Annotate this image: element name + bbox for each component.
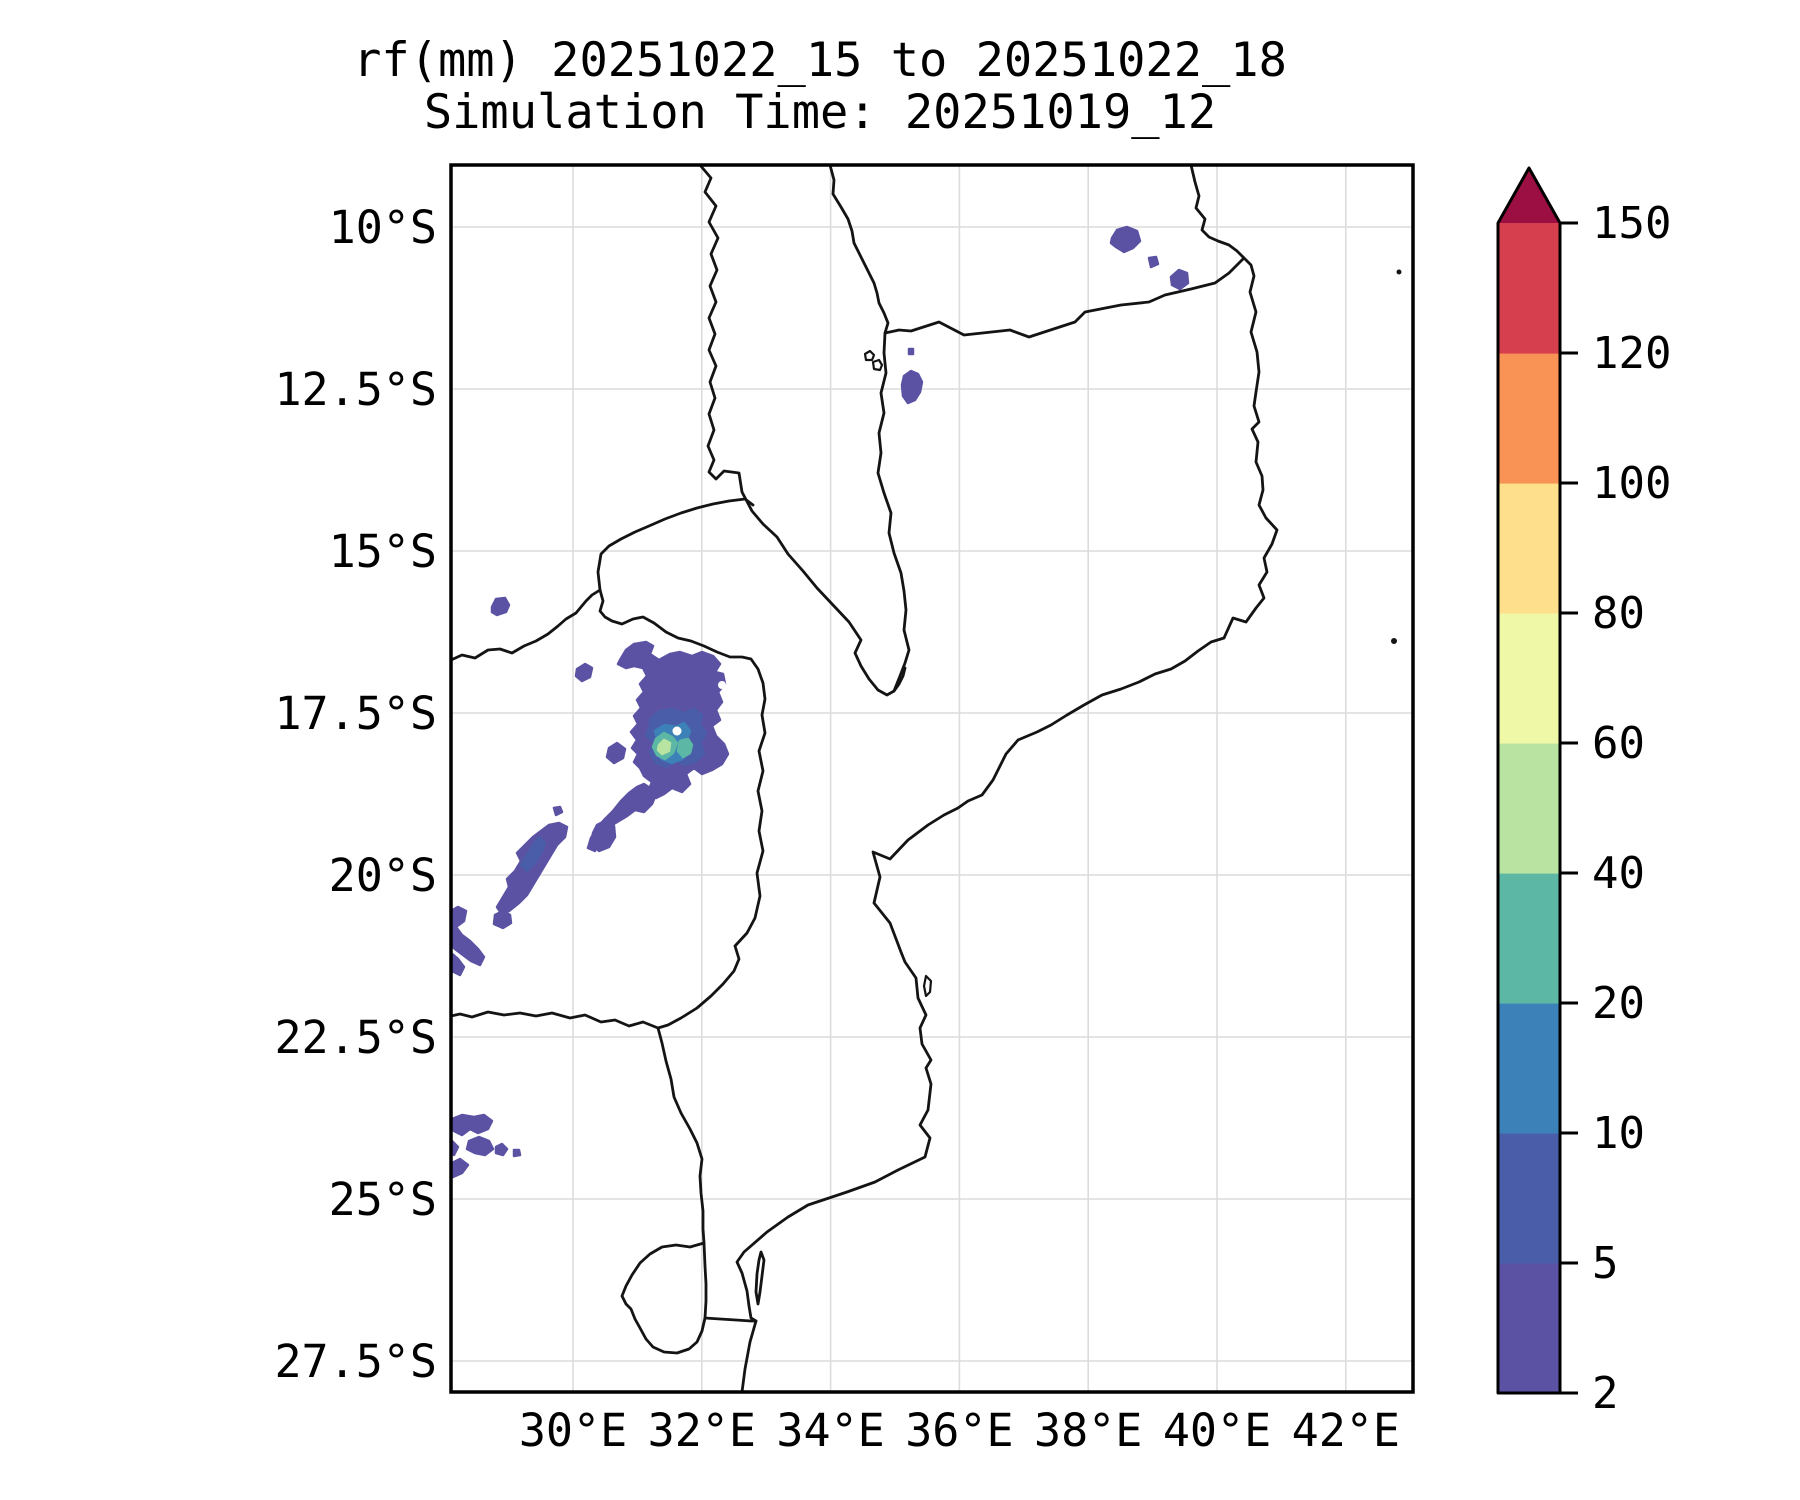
ruvuma-border (883, 257, 1245, 339)
rain-patch-band-2 (586, 782, 658, 853)
colorbar-over-arrow (1498, 168, 1560, 223)
rain-patch-band-2 (450, 1113, 494, 1137)
x-tick-label: 32°E (648, 1404, 756, 1457)
x-tick-label: 34°E (776, 1404, 884, 1457)
colorbar-segment (1498, 483, 1560, 614)
southafrica-mozambique-border (656, 1026, 706, 1245)
limpopo-border (449, 1010, 660, 1030)
inhaca-peninsula (754, 1250, 766, 1306)
rain-patch-band-2 (1169, 268, 1190, 291)
zimbabwe-mozambique-border (598, 588, 767, 1030)
tanzania-coast (1189, 163, 1245, 259)
colorbar-segment (1498, 1133, 1560, 1264)
rain-patch-band-2 (1147, 255, 1160, 269)
rain-patch-band-2 (1109, 225, 1142, 254)
rain-patch-band-2 (900, 369, 924, 405)
islet-dot (1391, 638, 1397, 644)
zambezi-border (449, 588, 602, 662)
colorbar-tick-label: 10 (1592, 1108, 1645, 1159)
y-tick-label: 22.5°S (274, 1011, 437, 1064)
malawi-west-border (698, 163, 907, 697)
rain-patch-band-2 (605, 741, 627, 765)
colorbar-segment (1498, 223, 1560, 354)
y-tick-label: 12.5°S (274, 363, 437, 416)
colorbar-tick-label: 40 (1592, 848, 1645, 899)
gridlines (451, 165, 1413, 1392)
colorbar-tick-label: 60 (1592, 718, 1645, 769)
rain-patch-band-5 (519, 835, 547, 873)
colorbar-segment (1498, 873, 1560, 1004)
colorbar-tick-label: 80 (1592, 588, 1645, 639)
rain-patch-band-2 (490, 596, 511, 617)
rain-patch-hole (718, 681, 726, 689)
x-tick-label: 40°E (1163, 1404, 1271, 1457)
rain-patch-band-2 (574, 662, 594, 683)
eswatini-border (620, 1241, 708, 1355)
luangwa-border (596, 497, 755, 592)
colorbar: 2 5 10 20 40 60 80 100 120 150 (1496, 166, 1671, 1419)
colorbar-segment (1498, 1263, 1560, 1394)
colorbar-segment (1498, 743, 1560, 874)
rain-patch-band-2 (494, 1142, 509, 1157)
rain-patch-band-2 (449, 905, 486, 967)
x-tick-label: 42°E (1292, 1404, 1400, 1457)
y-tick-label: 10°S (329, 201, 437, 254)
colorbar-segment (1498, 1003, 1560, 1134)
mozambique-coast (735, 255, 1279, 1394)
colorbar-tick-label: 100 (1592, 458, 1671, 509)
ponta-do-ouro-border (703, 1316, 758, 1323)
colorbar-tick-label: 5 (1592, 1238, 1619, 1289)
rain-patch-band-2 (450, 1157, 470, 1179)
axis-tick-labels: 10°S 12.5°S 15°S 17.5°S 20°S 22.5°S 25°S 27.5°S… (274, 201, 1400, 1457)
chizumulu-island (871, 358, 884, 372)
rain-patch-band-2 (907, 347, 915, 356)
rain-patch-band-20 (676, 737, 694, 759)
axes-frame (449, 163, 1415, 1394)
islet-dot (1396, 269, 1402, 275)
plot-subtitle: Simulation Time: 20251019_12 (424, 85, 1216, 140)
y-tick-label: 15°S (329, 525, 437, 578)
colorbar-segment (1498, 353, 1560, 484)
malawi-lake-east-shore (828, 163, 911, 693)
y-tick-label: 25°S (329, 1173, 437, 1226)
rain-patch-band-2 (495, 821, 569, 915)
likoma-island (863, 349, 876, 362)
colorbar-outline (1496, 166, 1562, 1395)
rain-patch-band-2 (512, 1148, 522, 1158)
colorbar-tick-label: 150 (1592, 198, 1671, 249)
rain-patch-band-2 (590, 818, 617, 853)
plot-frame (449, 163, 1415, 1394)
x-tick-label: 36°E (905, 1404, 1013, 1457)
y-tick-label: 27.5°S (274, 1335, 437, 1388)
colorbar-segment (1498, 613, 1560, 744)
colorbar-tick-label: 2 (1592, 1368, 1619, 1419)
x-tick-label: 30°E (519, 1404, 627, 1457)
rain-patch-band-40 (656, 738, 672, 756)
y-tick-label: 20°S (329, 849, 437, 902)
rain-patch-hole (672, 726, 682, 736)
bazaruto-island (922, 974, 933, 998)
rain-patch-band-2 (449, 951, 466, 977)
colorbar-tick-label: 20 (1592, 978, 1645, 1029)
colorbar-tick-label: 120 (1592, 328, 1671, 379)
plot-title: rf(mm) 20251022_15 to 20251022_18 (353, 33, 1287, 88)
rain-patch-band-2 (465, 1135, 495, 1157)
coastlines-and-borders (449, 163, 1402, 1394)
x-tick-label: 38°E (1034, 1404, 1142, 1457)
rain-patch-band-2 (492, 909, 513, 930)
y-tick-label: 17.5°S (274, 687, 437, 740)
rain-patch-band-2 (552, 805, 564, 817)
rain-contour-patches (449, 225, 1190, 1179)
